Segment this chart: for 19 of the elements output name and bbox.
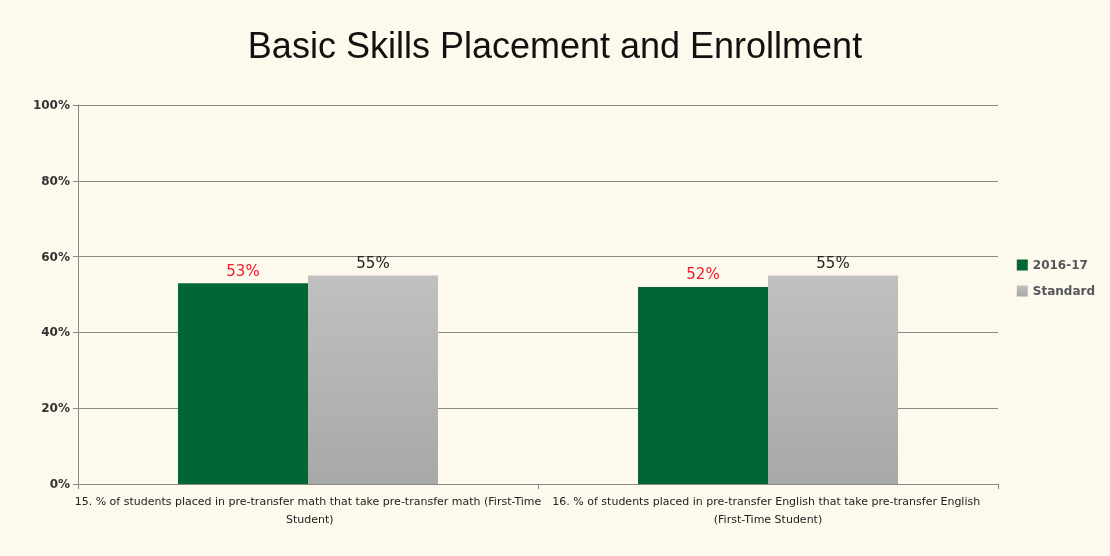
bar xyxy=(638,286,768,484)
legend-label: 2016-17 xyxy=(1032,258,1088,272)
bar xyxy=(308,275,438,484)
y-tick-label: 40% xyxy=(41,325,70,340)
bar xyxy=(178,283,308,484)
bar xyxy=(768,275,898,484)
data-label: 55% xyxy=(356,254,390,273)
y-tick-label: 60% xyxy=(41,249,70,264)
x-tick-label: 16. % of students placed in pre-transfer English that take pre-transfer English (First-Time Student) xyxy=(552,494,984,526)
x-tick-label: 15. % of students placed in pre-transfer math that take pre-transfer math (First-Time Student) xyxy=(74,494,542,526)
chart-title: Basic Skills Placement and Enrollment xyxy=(247,24,863,66)
y-tick-label: 20% xyxy=(41,401,70,416)
y-tick-label: 100% xyxy=(32,98,70,112)
data-label: 53% xyxy=(226,261,260,280)
y-tick-label: 80% xyxy=(41,173,70,188)
data-label: 52% xyxy=(686,265,720,284)
data-label: 55% xyxy=(816,254,850,273)
y-tick-label: 0% xyxy=(49,477,70,491)
legend-label: Standard xyxy=(1032,284,1095,298)
